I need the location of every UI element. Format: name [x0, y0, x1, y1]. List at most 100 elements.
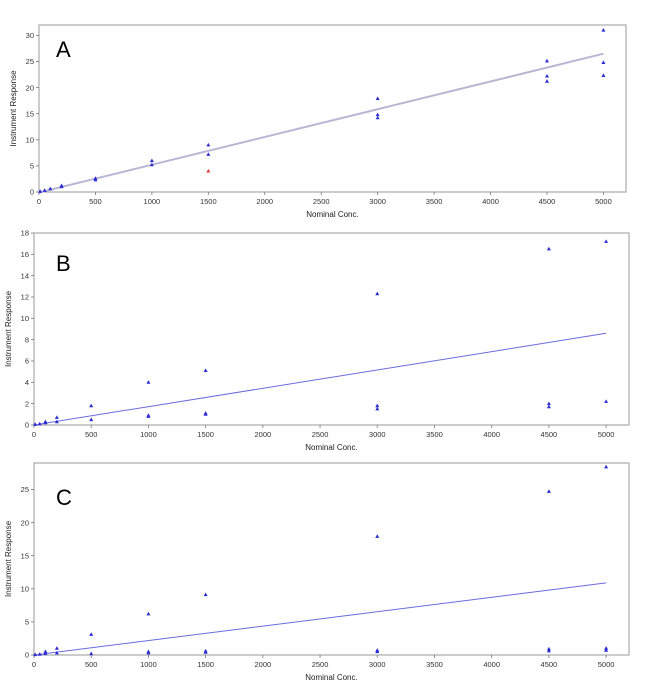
x-tick-label: 2500	[312, 430, 329, 439]
chart-panel-c: 0 500 1000 1500 2000 2500 3000 3500 4000 4500 5000…	[4, 462, 630, 682]
x-tick-label: 3500	[426, 430, 443, 439]
y-axis-title: Instrument Response	[4, 520, 13, 597]
x-tick-label: 3500	[426, 197, 443, 206]
y-tick-label: 0	[25, 421, 29, 430]
plot-area	[33, 462, 630, 656]
x-tick-label: 2000	[256, 197, 273, 206]
x-tick-label: 3000	[369, 430, 386, 439]
y-tick-label: 5	[25, 618, 29, 627]
y-tick-label: 12	[21, 293, 29, 302]
x-tick-label: 3000	[369, 660, 386, 669]
y-axis-title: Instrument Response	[9, 70, 18, 147]
x-tick-label: 5000	[598, 660, 615, 669]
data-point	[48, 186, 53, 191]
data-point	[89, 632, 94, 636]
y-tick-label: 30	[26, 31, 34, 40]
y-tick-label: 25	[26, 57, 34, 66]
data-point	[546, 401, 551, 406]
data-point	[54, 646, 59, 650]
data-point	[37, 652, 42, 656]
data-point	[375, 534, 380, 538]
y-tick-label: 10	[21, 584, 29, 593]
y-tick-label: 4	[25, 378, 29, 387]
panel-label: A	[56, 37, 71, 62]
data-point	[54, 419, 59, 424]
y-tick-label: 0	[30, 188, 34, 197]
x-tick-label: 0	[32, 430, 36, 439]
data-point	[604, 464, 609, 469]
data-point	[375, 112, 380, 117]
y-tick-label: 10	[21, 314, 29, 323]
y-tick-label: 15	[21, 551, 29, 560]
data-point	[93, 176, 98, 180]
x-tick-label: 2500	[312, 660, 329, 669]
regression-line	[33, 582, 607, 656]
data-point	[546, 648, 551, 653]
x-tick-label: 2000	[255, 430, 272, 439]
x-tick-label: 1500	[197, 430, 214, 439]
data-point	[604, 239, 609, 243]
x-tick-label: 1500	[200, 197, 217, 206]
y-tick-label: 10	[26, 136, 34, 145]
data-point	[375, 403, 380, 408]
data-point	[546, 646, 551, 651]
regression-line	[38, 52, 604, 194]
data-point	[601, 28, 606, 32]
y-axis-title: Instrument Response	[4, 290, 13, 367]
data-point	[203, 592, 208, 597]
data-point	[43, 651, 48, 656]
data-point	[89, 651, 94, 656]
x-tick-label: 500	[85, 660, 98, 669]
data-point	[601, 73, 606, 78]
data-point	[546, 489, 551, 493]
plot-area	[38, 24, 627, 193]
data-point	[33, 652, 38, 657]
data-point	[206, 152, 211, 156]
data-point	[546, 404, 551, 409]
x-tick-label: 0	[37, 197, 41, 206]
data-point	[89, 417, 94, 422]
x-tick-label: 1000	[140, 660, 157, 669]
data-point	[375, 291, 380, 296]
data-point	[146, 380, 151, 384]
y-tick-label: 15	[26, 109, 34, 118]
data-point	[54, 415, 59, 419]
data-point	[206, 168, 211, 173]
data-point	[59, 183, 64, 188]
x-tick-label: 1000	[144, 197, 161, 206]
x-tick-label: 5000	[598, 430, 615, 439]
y-tick-label: 5	[30, 162, 34, 171]
x-tick-label: 4000	[483, 660, 500, 669]
x-tick-label: 500	[89, 197, 102, 206]
data-point	[54, 650, 59, 655]
data-point	[149, 162, 154, 167]
data-point	[604, 399, 609, 403]
data-point	[546, 246, 551, 251]
x-tick-label: 2500	[313, 197, 330, 206]
data-point	[43, 649, 48, 654]
plot-area	[33, 232, 630, 426]
data-point	[375, 648, 380, 652]
y-tick-label: 14	[21, 271, 29, 280]
y-tick-label: 18	[21, 229, 29, 238]
data-point	[38, 189, 43, 193]
x-tick-label: 4500	[541, 430, 558, 439]
x-tick-label: 4000	[483, 430, 500, 439]
x-axis-title: Nominal Conc.	[305, 673, 357, 682]
x-axis-title: Nominal Conc.	[306, 210, 358, 219]
x-tick-label: 4000	[482, 197, 499, 206]
x-tick-label: 0	[32, 660, 36, 669]
y-tick-label: 20	[26, 83, 34, 92]
data-point	[375, 406, 380, 411]
x-tick-label: 5000	[595, 197, 612, 206]
x-tick-label: 4500	[539, 197, 556, 206]
data-point	[544, 73, 549, 78]
data-point	[604, 648, 609, 652]
data-point	[203, 648, 208, 653]
y-tick-label: 0	[25, 651, 29, 660]
data-point	[42, 188, 47, 192]
y-tick-label: 8	[25, 335, 29, 344]
data-point	[43, 419, 48, 424]
data-point	[37, 421, 42, 426]
